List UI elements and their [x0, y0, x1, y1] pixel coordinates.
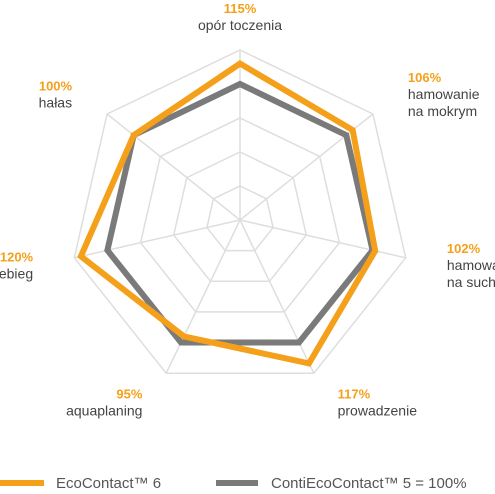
series-contiecocontact-5 [104, 80, 376, 346]
legend-label-contiecocontact-5: ContiEcoContact™ 5 = 100% [271, 475, 467, 492]
axis-value-label: 102% [447, 241, 481, 256]
grid-spoke [74, 219, 241, 259]
axis-name-label: na suchym [447, 274, 495, 290]
grid-spoke [106, 113, 241, 221]
series-ecocontact-6 [77, 60, 379, 367]
grid-ring [206, 185, 274, 252]
axis-value-label: 95% [116, 387, 142, 402]
grid-spoke [165, 219, 241, 374]
radar-grid [73, 49, 407, 374]
axis-name-label: prowadzenie [338, 403, 418, 419]
grid-ring [139, 117, 341, 313]
radar-series [77, 60, 379, 367]
axis-name-label: hałas [39, 95, 72, 111]
axis-name-label: hamowanie [447, 257, 495, 273]
axis-value-label: 100% [39, 79, 73, 94]
axis-value-label: 106% [408, 70, 442, 85]
axis-value-label: 115% [224, 1, 257, 16]
grid-ring [172, 151, 308, 283]
axis-name-label: hamowanie [408, 86, 480, 102]
axis-name-label: aquaplaning [66, 403, 142, 419]
legend: EcoContact™ 6 ContiEcoContact™ 5 = 100% [0, 475, 467, 492]
axis-name-label: opór toczenia [198, 17, 282, 33]
axis-name-label: przebieg [0, 265, 33, 281]
axis-value-label: 120% [0, 249, 34, 264]
axis-value-label: 117% [338, 387, 371, 402]
legend-label-ecocontact-6: EcoContact™ 6 [56, 475, 161, 492]
grid-spoke [239, 219, 315, 374]
grid-ring [73, 49, 407, 374]
axis-name-label: na mokrym [408, 103, 477, 119]
